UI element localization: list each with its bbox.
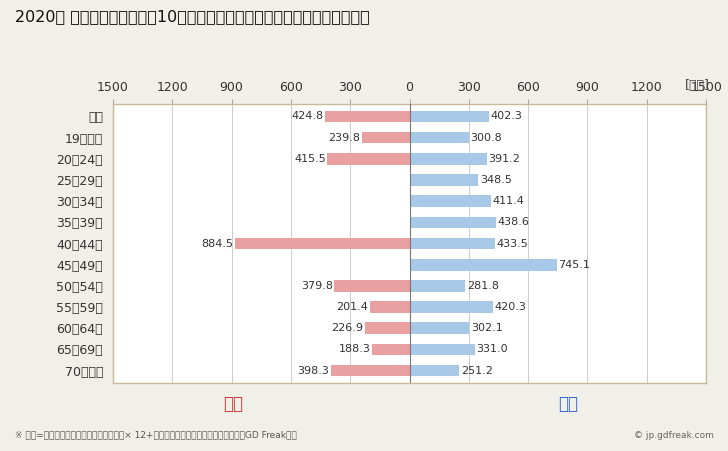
Bar (409, 259, 557, 271)
Text: 201.4: 201.4 (336, 302, 368, 312)
Bar (409, 110, 489, 122)
Text: 411.4: 411.4 (492, 196, 524, 206)
Text: 2020年 民間企業（従業者数10人以上）フルタイム労働者の男女別平均年収: 2020年 民間企業（従業者数10人以上）フルタイム労働者の男女別平均年収 (15, 9, 369, 24)
Bar (409, 365, 459, 377)
Bar (334, 280, 409, 292)
Text: 331.0: 331.0 (477, 345, 508, 354)
Text: 348.5: 348.5 (480, 175, 512, 185)
Text: [万円]: [万円] (685, 79, 710, 92)
Text: 745.1: 745.1 (558, 260, 590, 270)
Bar (409, 153, 487, 165)
Bar (370, 301, 409, 313)
Text: 438.6: 438.6 (498, 217, 530, 227)
Bar (362, 132, 409, 143)
Text: 433.5: 433.5 (496, 239, 529, 249)
Text: 402.3: 402.3 (491, 111, 523, 121)
Bar (372, 344, 409, 355)
Text: 女性: 女性 (223, 395, 243, 413)
Bar (409, 132, 469, 143)
Bar (409, 174, 478, 186)
Bar (409, 216, 496, 228)
Text: 226.9: 226.9 (331, 323, 363, 333)
Bar (409, 344, 475, 355)
Bar (409, 238, 495, 249)
Bar (331, 365, 409, 377)
Text: 379.8: 379.8 (301, 281, 333, 291)
Bar (325, 110, 409, 122)
Text: 424.8: 424.8 (292, 111, 324, 121)
Text: 415.5: 415.5 (294, 154, 325, 164)
Bar (409, 280, 465, 292)
Text: 300.8: 300.8 (470, 133, 502, 143)
Bar (365, 322, 409, 334)
Text: 391.2: 391.2 (488, 154, 521, 164)
Bar (234, 238, 409, 249)
Text: 884.5: 884.5 (201, 239, 233, 249)
Bar (409, 195, 491, 207)
Bar (409, 301, 493, 313)
Text: © jp.gdfreak.com: © jp.gdfreak.com (633, 431, 713, 440)
Text: 188.3: 188.3 (339, 345, 371, 354)
Text: 420.3: 420.3 (494, 302, 526, 312)
Text: 281.8: 281.8 (467, 281, 499, 291)
Text: 男性: 男性 (558, 395, 578, 413)
Text: 239.8: 239.8 (328, 133, 360, 143)
Bar (409, 322, 470, 334)
Bar (328, 153, 409, 165)
Text: 302.1: 302.1 (471, 323, 502, 333)
Text: 398.3: 398.3 (297, 366, 329, 376)
Text: ※ 年収=「きまって支給する現金給与額」× 12+「年間賞与その他特別給与額」としてGD Freak推計: ※ 年収=「きまって支給する現金給与額」× 12+「年間賞与その他特別給与額」と… (15, 431, 296, 440)
Text: 251.2: 251.2 (461, 366, 493, 376)
